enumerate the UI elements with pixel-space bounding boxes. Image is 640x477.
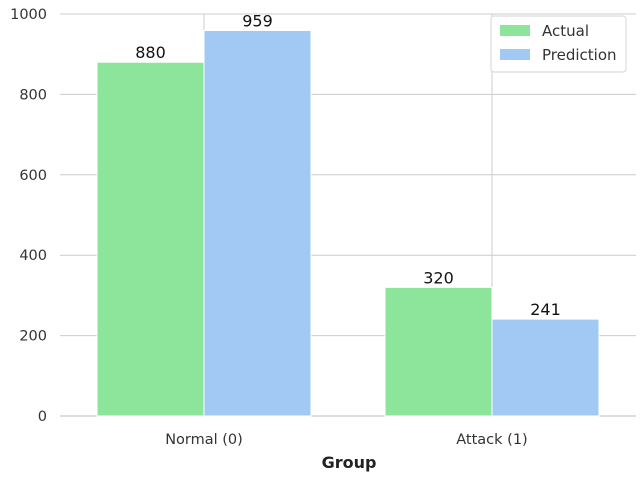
data-label: 959	[242, 11, 273, 30]
legend: Actual Prediction	[490, 15, 627, 73]
legend-swatch-prediction	[500, 49, 530, 60]
bars	[96, 29, 600, 417]
y-tick-label: 200	[19, 329, 47, 345]
y-tick-label: 600	[19, 168, 47, 184]
x-tick-label: Attack (1)	[456, 432, 527, 448]
y-tick-label: 400	[19, 248, 47, 264]
legend-swatch-actual	[500, 25, 530, 36]
bar-prediction-1	[491, 318, 600, 417]
legend-label: Actual	[542, 22, 589, 40]
data-label: 241	[530, 300, 561, 319]
data-label: 880	[135, 43, 166, 62]
x-axis: Normal (0) Attack (1)	[165, 432, 528, 448]
y-axis: 0 200 400 600 800 1000	[10, 7, 47, 425]
bar-prediction-0	[203, 29, 312, 417]
data-labels: 880 959 320 241	[135, 11, 561, 319]
y-tick-label: 0	[38, 409, 47, 425]
bar-actual-0	[96, 61, 205, 417]
legend-label: Prediction	[542, 46, 617, 64]
y-tick-label: 800	[19, 87, 47, 103]
bar-actual-1	[384, 286, 493, 417]
y-tick-label: 1000	[10, 7, 47, 23]
x-axis-label: Group	[322, 453, 377, 472]
x-tick-label: Normal (0)	[165, 432, 243, 448]
data-label: 320	[423, 268, 454, 287]
